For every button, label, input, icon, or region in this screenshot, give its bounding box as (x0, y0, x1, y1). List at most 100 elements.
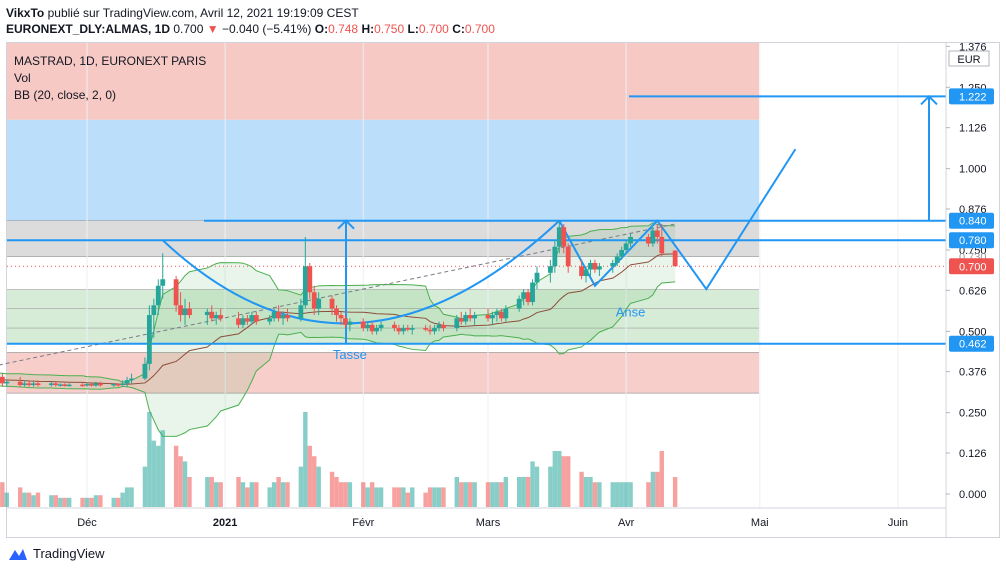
volume-bar (58, 497, 63, 507)
volume-bar (378, 487, 384, 507)
price-label-box-0.700 (949, 258, 994, 275)
candle-body (236, 318, 241, 325)
candle-body (525, 292, 531, 303)
zone-top-red (7, 43, 759, 120)
candle-body (267, 318, 273, 322)
volume-bar (142, 466, 148, 507)
volume-bar (249, 482, 255, 507)
volume-bar (26, 492, 32, 507)
bb-band-fill (0, 222, 676, 437)
candle-body (276, 311, 281, 319)
volume-bar (49, 495, 54, 507)
candle-body (155, 285, 161, 306)
volume-bar (178, 456, 183, 507)
candle-body (31, 383, 36, 386)
volume-bar (650, 471, 656, 507)
volume-bar (316, 466, 321, 507)
candle-body (494, 311, 500, 316)
volume-bar (276, 477, 281, 507)
volume-bar (623, 482, 629, 507)
last-price: 0.700 (173, 22, 204, 36)
candle-body (565, 246, 571, 267)
candle-body (409, 328, 415, 330)
volume-bar (303, 412, 308, 507)
candle-body (614, 256, 620, 264)
volume-bar (405, 492, 410, 507)
candle-body (521, 292, 527, 299)
volume-bar (53, 495, 59, 507)
volume-bar (427, 487, 433, 507)
volume-bar (62, 497, 67, 507)
candle-body (365, 324, 371, 329)
volume-bar (392, 487, 397, 507)
candle-body (115, 384, 121, 386)
candle-body (458, 318, 464, 322)
candle-body (160, 279, 166, 286)
candle-body (498, 311, 504, 319)
volume-bar (503, 477, 509, 507)
close-value: 0.700 (464, 22, 495, 36)
candle-body (53, 383, 59, 386)
candle-body (146, 315, 152, 364)
volume-bar (187, 477, 192, 507)
price-tick-label: 1.000 (959, 164, 987, 176)
volume-bar (552, 451, 558, 507)
volume-bar (98, 495, 103, 507)
candle-body (66, 384, 72, 387)
volume-bar (240, 482, 246, 507)
candle-body (343, 318, 348, 325)
volume-bar (454, 477, 460, 507)
price-label-box-0.840 (949, 212, 994, 229)
candle-body (57, 384, 63, 386)
down-arrow-icon: ▼ (206, 22, 219, 36)
volume-bar (672, 477, 678, 507)
candle-body (374, 328, 380, 332)
volume-bar (89, 497, 94, 507)
volume-bar (365, 487, 370, 507)
volume-bar (93, 495, 99, 507)
candle-body (490, 315, 495, 319)
cup-curve (162, 219, 560, 325)
volume-bar (31, 495, 36, 507)
legend-item-2: BB (20, close, 2, 0) (14, 88, 116, 102)
candle-body (423, 328, 429, 330)
legend-item-1: Vol (14, 71, 31, 85)
volume-bar (347, 482, 353, 507)
volume-bar (17, 487, 23, 507)
volume-bar (66, 497, 72, 507)
volume-bar (343, 482, 348, 507)
volume-bar (459, 482, 464, 507)
volume-bar (548, 466, 553, 507)
candle-body (427, 329, 433, 332)
candle-body (592, 263, 598, 270)
volume-bar (655, 471, 660, 507)
volume-bar (280, 482, 286, 507)
candle-body (4, 381, 10, 384)
time-tick-label: Mars (476, 517, 501, 529)
candle-body (307, 266, 313, 293)
cup-depth-arrowhead (337, 219, 355, 230)
volume-bar (592, 482, 598, 507)
volume-bar (80, 497, 85, 507)
candle-body (432, 328, 437, 332)
volume-bar (534, 466, 540, 507)
candle-body (48, 383, 54, 386)
candle-body (392, 324, 397, 329)
low-label: L: (407, 22, 419, 36)
volume-bar (312, 456, 317, 507)
candle-body (187, 308, 192, 316)
volume-bar (490, 482, 495, 507)
candle-body (441, 324, 446, 329)
candle-body (178, 305, 183, 316)
volume-bar (361, 482, 366, 507)
time-tick-label: Mai (751, 517, 769, 529)
volume-bar (338, 482, 344, 507)
candle-body (298, 305, 304, 319)
candle-body (182, 308, 188, 316)
candle-body (204, 311, 210, 316)
price-label-1.222: 1.222 (959, 91, 987, 103)
price-tick-label: 0.500 (959, 326, 987, 338)
candle-body (610, 263, 616, 267)
candle-body (360, 321, 366, 329)
